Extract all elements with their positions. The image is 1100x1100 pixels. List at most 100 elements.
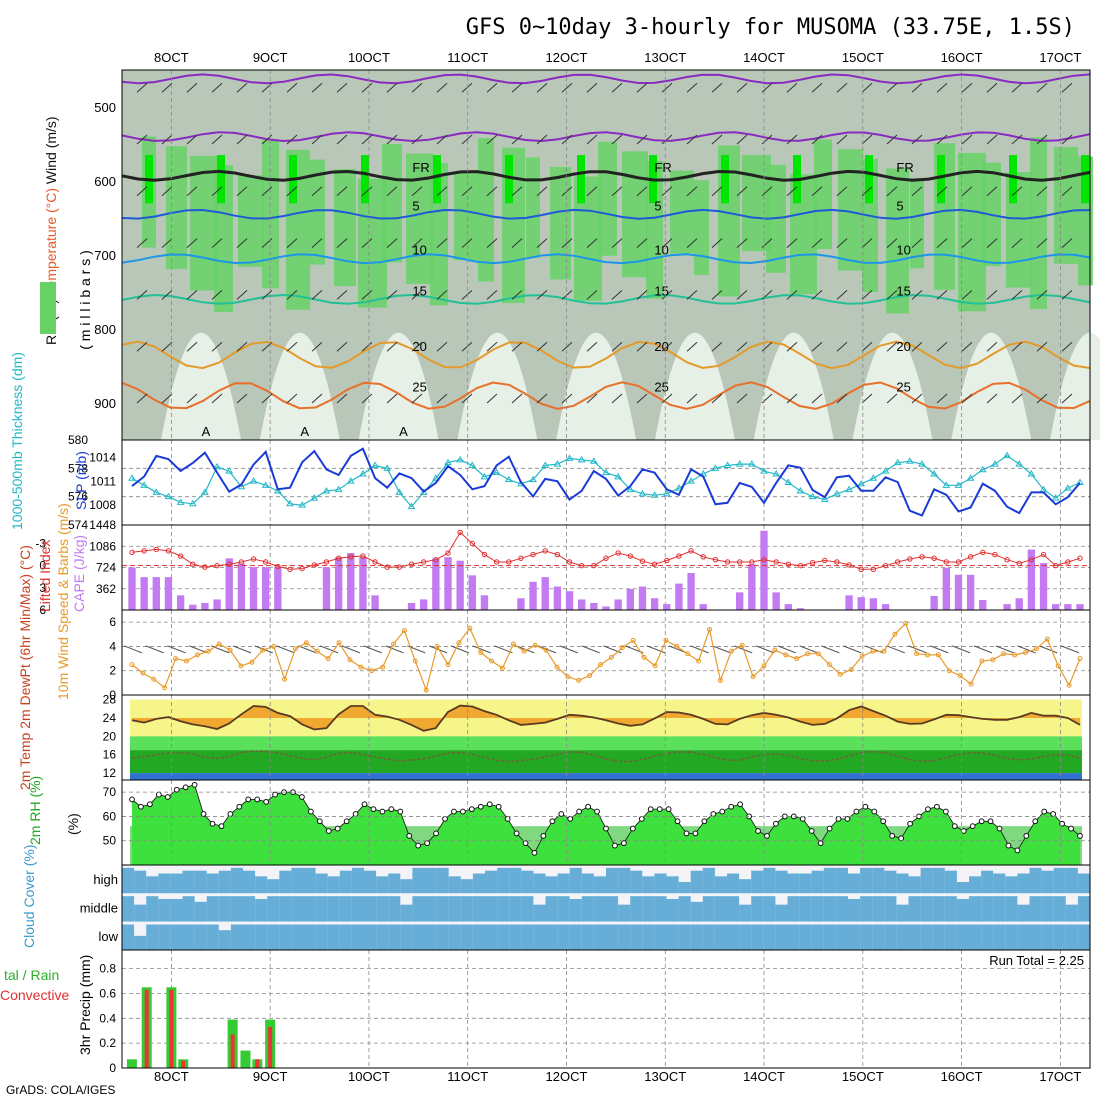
run-total-label: Run Total = 2.25: [989, 953, 1084, 968]
wind-speed-point: [630, 637, 636, 643]
cape-bar: [1064, 604, 1072, 610]
cloud-cell: [1029, 896, 1043, 922]
cloud-cell: [376, 876, 389, 894]
wind-speed-point: [641, 654, 647, 660]
thickness-point: [589, 457, 598, 464]
wind-barb: [286, 341, 298, 352]
cloud-cell: [194, 901, 208, 922]
thickness-point: [954, 481, 963, 488]
thickness-point: [176, 498, 185, 505]
lifted-index-point: [955, 559, 962, 565]
cloud-cell: [593, 896, 607, 922]
cloud-cell: [666, 876, 680, 894]
li-tick-label: 3: [39, 581, 46, 595]
wind-barb: [436, 238, 448, 248]
lifted-index-point: [238, 559, 245, 565]
precip-convective-bar: [230, 1034, 235, 1068]
wind-barb: [911, 290, 923, 300]
wind-barb: [636, 134, 648, 145]
wind-barb: [461, 134, 473, 145]
thickness-point: [140, 481, 149, 488]
wind-barb: [636, 290, 648, 300]
cloud-cell: [1041, 924, 1055, 950]
wind-barb: [646, 645, 666, 654]
cloud-cell: [158, 899, 171, 922]
wind-barb: [986, 82, 998, 93]
thickness-point: [1027, 470, 1036, 477]
cloud-cell: [727, 873, 740, 894]
cloud-cell: [751, 924, 764, 950]
wind-barb: [1036, 290, 1048, 300]
rh-point: [468, 806, 475, 813]
wind-speed-point: [434, 643, 440, 649]
cloud-cell: [509, 867, 522, 894]
rh-point: [960, 828, 967, 834]
y-tick-label: 0.6: [99, 986, 116, 1000]
cloud-cell: [351, 896, 365, 922]
wind-barb: [836, 290, 848, 300]
wind-barb: [911, 186, 923, 197]
cloud-cell: [908, 876, 922, 894]
cloud-cell: [255, 899, 268, 922]
cloud-cell: [364, 924, 377, 950]
thickness-point: [444, 458, 452, 466]
thickness-point: [371, 461, 379, 468]
cloud-cell: [860, 867, 873, 894]
wind-barb: [1011, 82, 1023, 93]
wind-barb: [586, 134, 598, 145]
wind-speed-point: [1044, 636, 1050, 642]
cloud-cell: [545, 896, 559, 922]
wind-barb: [1017, 645, 1036, 654]
wind-barb: [436, 341, 448, 352]
wind-barb: [961, 341, 973, 352]
cloud-cell: [146, 876, 159, 894]
wind-barb: [611, 341, 623, 352]
wind-barb: [276, 645, 295, 654]
wind-barb: [236, 134, 248, 145]
cloud-cell: [182, 896, 196, 922]
wind-barb: [561, 238, 573, 248]
cloud-cell: [884, 870, 897, 894]
lifted-index-point: [287, 566, 293, 573]
rh-point: [880, 818, 887, 825]
cloud-cell: [182, 924, 196, 950]
wind-barb: [661, 341, 673, 352]
thickness-point: [723, 461, 732, 468]
wind-barb: [686, 82, 698, 93]
cloud-cell: [630, 924, 643, 950]
cloud-cell: [642, 924, 655, 950]
wind-barb: [686, 186, 698, 197]
rh-moist-cell: [694, 180, 709, 275]
wind-barb: [361, 82, 373, 93]
cloud-cell: [412, 924, 425, 950]
cloud-cell: [811, 870, 825, 894]
thickness-point: [905, 457, 914, 464]
thickness-point: [918, 460, 926, 467]
rh-dry-plume: [753, 332, 834, 440]
wind-barb: [736, 290, 748, 300]
bottom-x-tick-label: 15OCT: [842, 1069, 884, 1084]
cloud-cell: [388, 924, 401, 950]
lifted-index-point: [688, 548, 694, 554]
cloud-cell: [170, 899, 183, 922]
cloud-row-label: middle: [80, 901, 118, 916]
rh-point: [433, 830, 439, 837]
dewpt-band: [130, 736, 1082, 751]
y-axis-label-part: Temperature (°C): [43, 188, 59, 299]
bottom-x-tick-label: 11OCT: [447, 1069, 488, 1084]
lifted-index-point: [627, 553, 634, 559]
cloud-cell: [400, 879, 413, 894]
cape-bar: [687, 573, 695, 610]
cloud-cell: [1077, 924, 1091, 950]
wind-barb: [411, 393, 423, 404]
wind-speed-point: [183, 658, 189, 664]
cloud-cell: [460, 896, 474, 922]
wind-barb: [261, 186, 273, 197]
rh-point: [853, 808, 860, 815]
wind-barb: [436, 82, 448, 93]
thickness-point: [213, 462, 221, 470]
lifted-index-point: [506, 559, 512, 565]
cloud-cell: [533, 873, 546, 894]
lifted-index-point: [700, 554, 706, 560]
